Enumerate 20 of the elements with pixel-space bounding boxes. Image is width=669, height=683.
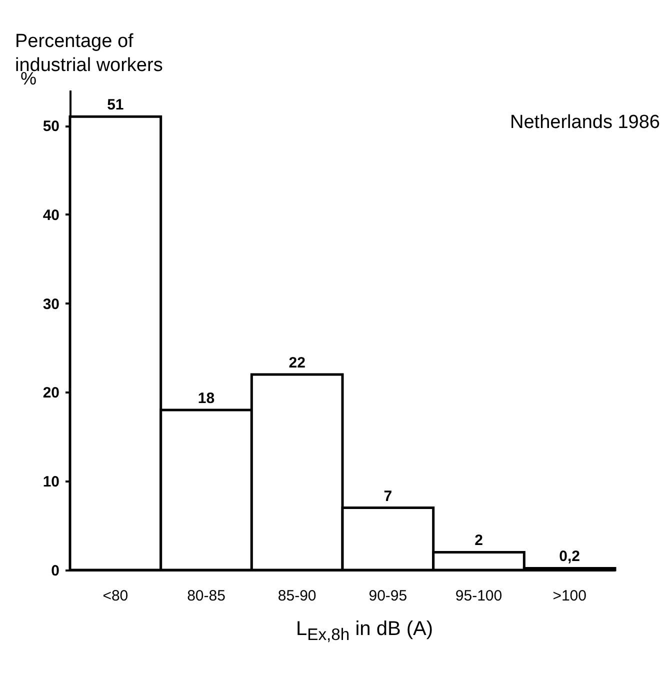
annotation: Netherlands 1986: [510, 112, 660, 133]
y-tick-label: 50: [42, 118, 60, 136]
x-axis-title: L$_{Ex,8h}$ in dB (A): [294, 618, 434, 645]
y-tick-label: 20: [42, 384, 60, 402]
data-label: 7: [384, 488, 392, 505]
data-label: 22: [288, 354, 306, 372]
x-tick-label: 95-100: [455, 588, 502, 604]
data-label: 18: [198, 390, 215, 407]
data-label: 51: [107, 96, 124, 114]
x-tick-label: >100: [552, 588, 586, 604]
data-label: 2: [474, 532, 483, 550]
data-label: 0,2: [559, 548, 580, 566]
x-tick-label: <80: [102, 588, 128, 604]
x-tick-label: 85-90: [278, 588, 316, 604]
y-tick-label: 0: [51, 562, 60, 580]
x-tick-label: 80-85: [187, 588, 226, 604]
y-tick-label: 40: [42, 206, 60, 224]
y-tick-label: 10: [42, 474, 60, 491]
y-tick-label: 30: [42, 296, 60, 313]
x-tick-label: 90-95: [368, 588, 408, 604]
